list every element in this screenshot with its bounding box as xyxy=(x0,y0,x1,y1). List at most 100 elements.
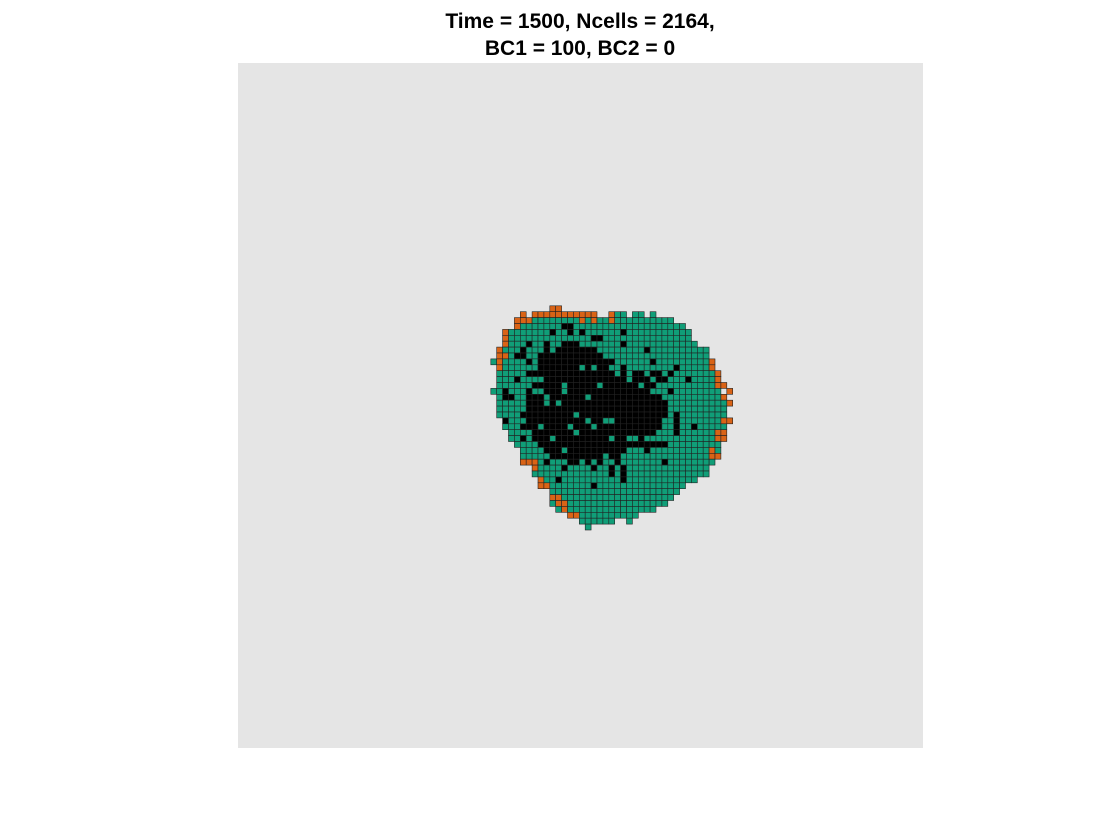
lattice-cell xyxy=(614,488,621,495)
lattice-cell xyxy=(614,435,621,442)
lattice-cell xyxy=(608,393,615,401)
lattice-cell xyxy=(655,405,663,413)
lattice-cell xyxy=(626,370,633,377)
lattice-cell xyxy=(685,376,692,383)
lattice-cell xyxy=(620,452,627,460)
lattice-cell xyxy=(555,423,562,430)
lattice-cell xyxy=(632,423,639,430)
lattice-cell xyxy=(508,329,515,336)
lattice-cell xyxy=(543,376,551,383)
lattice-cell xyxy=(667,364,674,371)
lattice-cell xyxy=(596,352,604,360)
lattice-cell xyxy=(614,346,621,354)
lattice-cell xyxy=(573,452,580,460)
lattice-cell xyxy=(596,441,604,448)
lattice-cell xyxy=(632,393,639,401)
lattice-cell xyxy=(549,382,556,389)
lattice-cell xyxy=(590,494,598,501)
lattice-cell xyxy=(726,399,733,407)
lattice-cell xyxy=(661,411,669,419)
lattice-cell xyxy=(708,452,716,460)
lattice-cell xyxy=(561,494,568,501)
lattice-cell xyxy=(596,482,604,489)
lattice-cell xyxy=(543,358,551,366)
lattice-cell xyxy=(632,464,639,472)
lattice-cell xyxy=(508,334,515,342)
lattice-cell xyxy=(514,429,521,436)
lattice-cell xyxy=(655,429,663,436)
lattice-cell xyxy=(661,376,669,383)
lattice-cell xyxy=(685,458,692,466)
lattice-cell xyxy=(608,329,615,336)
lattice-cell xyxy=(578,429,586,436)
lattice-cell xyxy=(578,364,586,371)
lattice-cell xyxy=(620,329,627,336)
lattice-cell xyxy=(620,435,627,442)
lattice-cell xyxy=(643,382,651,389)
lattice-cell xyxy=(502,346,509,354)
lattice-cell xyxy=(602,370,610,377)
lattice-cell xyxy=(573,323,580,330)
lattice-cell xyxy=(602,500,610,507)
lattice-cell xyxy=(655,329,663,336)
lattice-cell xyxy=(702,376,710,383)
lattice-cell xyxy=(573,352,580,360)
lattice-cell xyxy=(608,423,615,430)
lattice-cell xyxy=(632,458,639,466)
lattice-cell xyxy=(602,340,610,348)
lattice-cell xyxy=(655,411,663,419)
lattice-cell xyxy=(661,370,669,377)
lattice-cell xyxy=(537,370,545,377)
lattice-cell xyxy=(573,329,580,336)
lattice-cell xyxy=(531,405,539,413)
lattice-cell xyxy=(643,452,651,460)
lattice-cell xyxy=(531,358,539,366)
lattice-cell xyxy=(702,458,710,466)
lattice-cell xyxy=(626,447,633,454)
lattice-cell xyxy=(590,488,598,495)
lattice-cell xyxy=(549,346,556,354)
lattice-cell xyxy=(643,329,651,336)
lattice-cell xyxy=(602,382,610,389)
lattice-cell xyxy=(543,388,551,395)
lattice-cell xyxy=(555,329,562,336)
lattice-cell xyxy=(561,447,568,454)
lattice-cell xyxy=(584,506,592,513)
lattice-cell xyxy=(620,399,627,407)
lattice-cell xyxy=(596,329,604,336)
lattice-cell xyxy=(590,388,598,395)
lattice-cell xyxy=(626,317,633,324)
lattice-cell xyxy=(561,364,568,371)
lattice-cell xyxy=(649,429,657,436)
lattice-cell xyxy=(543,329,551,336)
lattice-cell xyxy=(578,399,586,407)
lattice-cell xyxy=(543,352,551,360)
lattice-cell xyxy=(578,476,586,484)
lattice-cell xyxy=(661,482,669,489)
lattice-cell xyxy=(685,370,692,377)
lattice-cell xyxy=(508,417,515,425)
lattice-cell xyxy=(555,364,562,371)
lattice-cell xyxy=(667,476,674,484)
lattice-cell xyxy=(514,317,521,324)
lattice-cell xyxy=(567,329,574,336)
lattice-cell xyxy=(691,441,698,448)
lattice-cell xyxy=(508,382,515,389)
lattice-cell xyxy=(525,323,533,330)
lattice-cell xyxy=(702,346,710,354)
lattice-cell xyxy=(696,358,704,366)
lattice-cell xyxy=(655,370,663,377)
lattice-cell xyxy=(649,340,657,348)
lattice-cell xyxy=(537,352,545,360)
lattice-cell xyxy=(519,405,527,413)
lattice-cell xyxy=(667,429,674,436)
lattice-cell xyxy=(714,417,722,425)
lattice-cell xyxy=(643,399,651,407)
lattice-cell xyxy=(702,358,710,366)
lattice-cell xyxy=(555,317,562,324)
lattice-cell xyxy=(614,393,621,401)
lattice-cell xyxy=(519,376,527,383)
lattice-cell xyxy=(549,411,556,419)
lattice-cell xyxy=(596,323,604,330)
lattice-cell xyxy=(673,452,680,460)
